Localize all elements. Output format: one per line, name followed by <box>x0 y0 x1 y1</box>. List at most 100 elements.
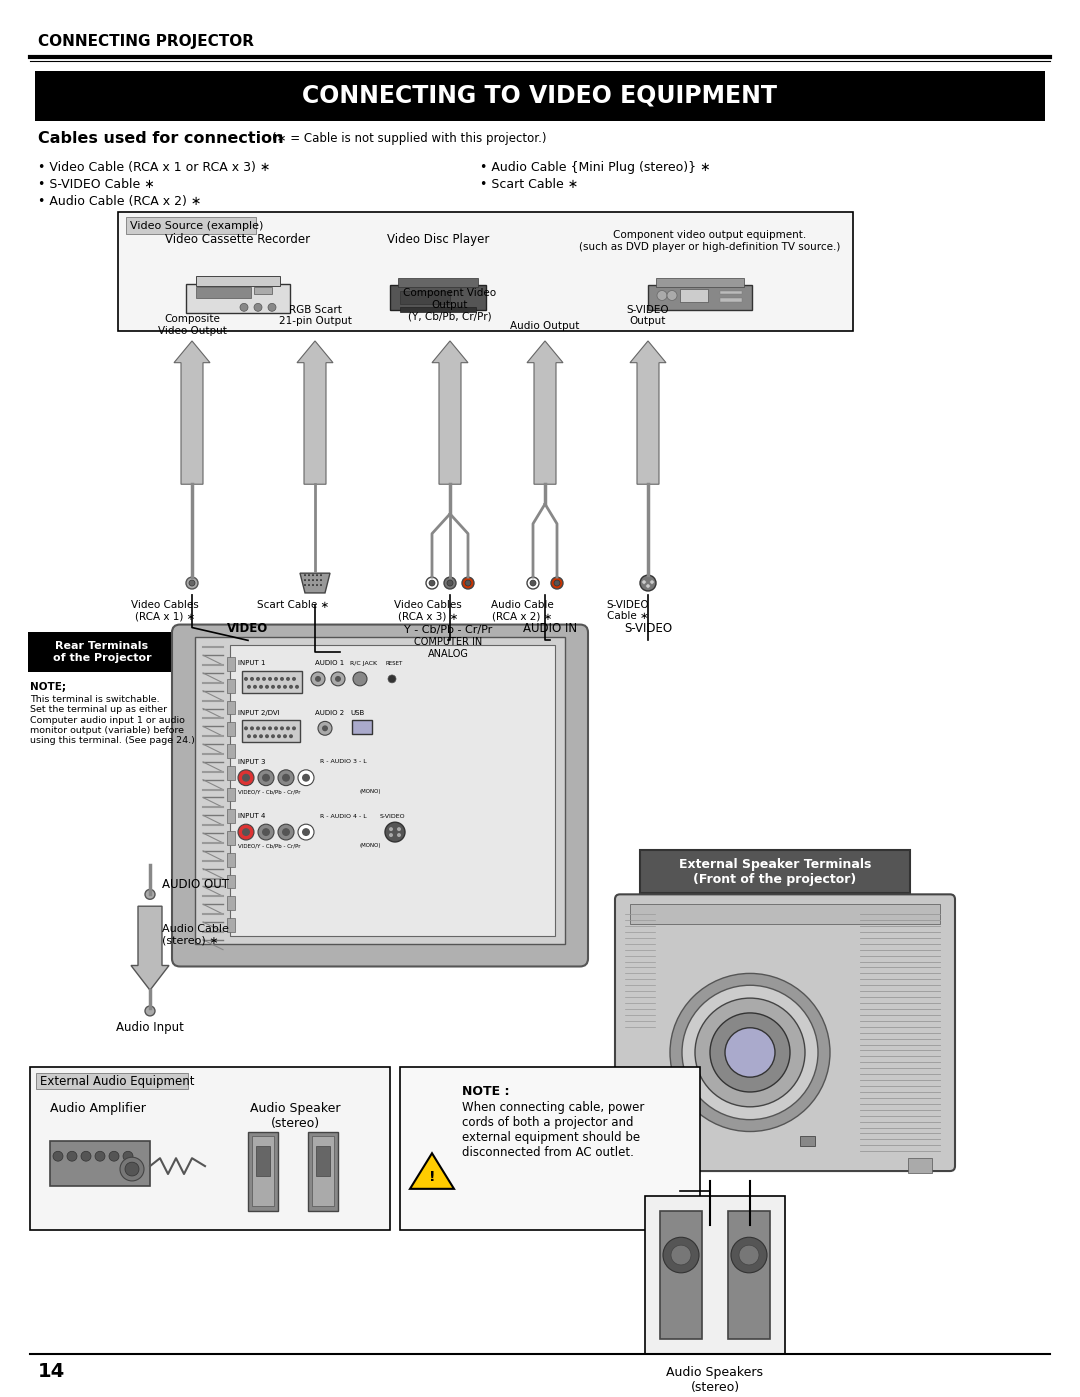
Text: AUDIO 1: AUDIO 1 <box>315 661 345 666</box>
Circle shape <box>268 303 276 312</box>
Text: INPUT 3: INPUT 3 <box>238 759 266 766</box>
Circle shape <box>388 675 396 683</box>
Bar <box>227 766 235 780</box>
Circle shape <box>312 584 314 585</box>
Circle shape <box>280 726 284 731</box>
Text: S-VIDEO
Output: S-VIDEO Output <box>626 305 670 326</box>
Bar <box>227 722 235 736</box>
Circle shape <box>120 1157 144 1180</box>
Bar <box>227 852 235 866</box>
Circle shape <box>426 577 438 590</box>
Bar <box>400 291 450 305</box>
FancyArrow shape <box>432 341 468 485</box>
Circle shape <box>731 1238 767 1273</box>
Circle shape <box>249 726 254 731</box>
Circle shape <box>253 735 257 738</box>
Circle shape <box>311 672 325 686</box>
Bar <box>908 1158 932 1173</box>
Circle shape <box>667 291 677 300</box>
FancyArrow shape <box>174 341 210 485</box>
Circle shape <box>271 685 275 689</box>
Text: R - AUDIO 3 - L: R - AUDIO 3 - L <box>320 760 367 764</box>
Circle shape <box>322 725 328 731</box>
Circle shape <box>125 1162 139 1176</box>
Circle shape <box>242 828 249 835</box>
Text: AUDIO 2: AUDIO 2 <box>315 710 345 715</box>
Bar <box>316 1147 330 1176</box>
Text: RESET: RESET <box>384 661 402 665</box>
Circle shape <box>258 770 274 785</box>
Text: Video Disc Player: Video Disc Player <box>387 233 489 246</box>
Bar <box>227 701 235 714</box>
Circle shape <box>276 735 281 738</box>
Circle shape <box>308 584 310 585</box>
Circle shape <box>282 774 291 782</box>
FancyArrow shape <box>630 341 666 485</box>
Bar <box>352 721 372 735</box>
Bar <box>50 1141 150 1186</box>
Circle shape <box>316 580 318 581</box>
Bar <box>308 1132 338 1211</box>
Circle shape <box>247 735 251 738</box>
Circle shape <box>262 678 266 680</box>
Bar <box>248 1132 278 1211</box>
Circle shape <box>302 828 310 835</box>
Circle shape <box>280 678 284 680</box>
Circle shape <box>335 676 341 682</box>
Bar <box>227 897 235 911</box>
Circle shape <box>262 726 266 731</box>
Circle shape <box>316 574 318 576</box>
Text: AUDIO IN: AUDIO IN <box>523 623 577 636</box>
Bar <box>645 1196 785 1354</box>
Circle shape <box>650 580 654 584</box>
Circle shape <box>302 774 310 782</box>
Text: Video Cassette Recorder: Video Cassette Recorder <box>165 233 311 246</box>
Text: S-VIDEO: S-VIDEO <box>380 814 406 819</box>
Circle shape <box>274 726 278 731</box>
Text: VIDEO/Y - Cb/Pb - Cr/Pr: VIDEO/Y - Cb/Pb - Cr/Pr <box>238 789 300 793</box>
Text: Component Video
Output
(Y, Cb/Pb, Cr/Pr): Component Video Output (Y, Cb/Pb, Cr/Pr) <box>404 288 497 321</box>
Bar <box>720 299 742 302</box>
Bar <box>195 286 251 299</box>
Text: R/C JACK: R/C JACK <box>350 661 377 665</box>
Circle shape <box>145 1006 156 1016</box>
Circle shape <box>303 574 306 576</box>
Bar <box>252 1136 274 1206</box>
Polygon shape <box>300 573 330 592</box>
Bar <box>195 275 280 285</box>
Bar <box>728 1211 770 1340</box>
Text: Audio Amplifier: Audio Amplifier <box>50 1102 146 1115</box>
Circle shape <box>671 1245 691 1264</box>
Text: Scart Cable ∗: Scart Cable ∗ <box>257 599 329 610</box>
Text: Audio Speakers
(stereo): Audio Speakers (stereo) <box>666 1366 764 1394</box>
Circle shape <box>289 735 293 738</box>
Text: S-VIDEO
Cable ∗: S-VIDEO Cable ∗ <box>607 599 649 622</box>
Circle shape <box>254 303 262 312</box>
Bar <box>630 904 940 923</box>
Circle shape <box>268 726 272 731</box>
Circle shape <box>303 584 306 585</box>
Circle shape <box>286 726 291 731</box>
Circle shape <box>320 584 322 585</box>
Circle shape <box>447 580 453 585</box>
Circle shape <box>278 824 294 840</box>
Circle shape <box>389 833 393 837</box>
Text: INPUT 2/DVI: INPUT 2/DVI <box>238 710 280 715</box>
Circle shape <box>289 685 293 689</box>
Circle shape <box>320 580 322 581</box>
Circle shape <box>320 574 322 576</box>
Bar <box>242 721 300 742</box>
Text: AUDIO OUT: AUDIO OUT <box>162 877 229 891</box>
Circle shape <box>696 997 805 1106</box>
Circle shape <box>145 890 156 900</box>
Bar <box>312 1136 334 1206</box>
Text: External Speaker Terminals
(Front of the projector): External Speaker Terminals (Front of the… <box>679 858 872 886</box>
Bar <box>640 849 910 893</box>
Bar <box>638 1158 662 1173</box>
Circle shape <box>397 827 401 831</box>
Circle shape <box>271 735 275 738</box>
Bar <box>242 671 302 693</box>
Bar <box>227 809 235 823</box>
Circle shape <box>657 291 667 300</box>
Text: Video Source (example): Video Source (example) <box>130 221 264 232</box>
